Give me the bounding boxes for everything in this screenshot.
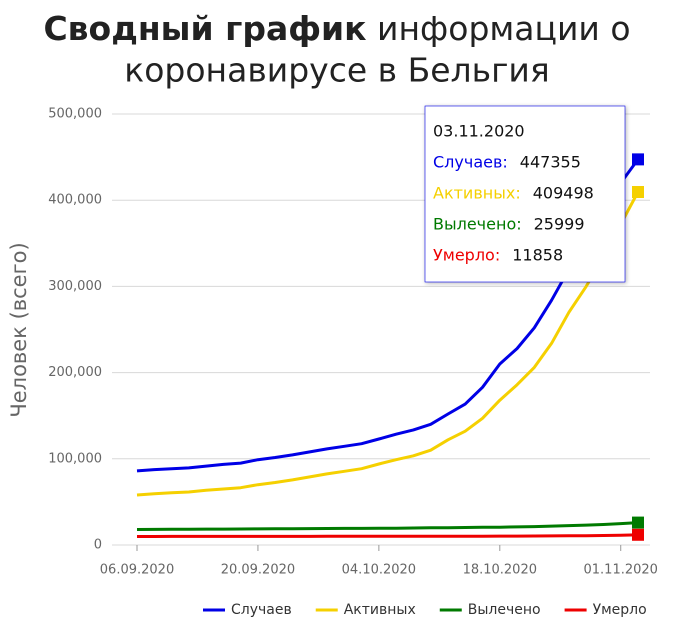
tooltip-label: Активных: (433, 184, 521, 203)
series-line (137, 533, 639, 538)
y-tick-label: 300,000 (48, 279, 102, 294)
tooltip: 03.11.2020 Случаев: 447355 Активных: 409498 В… (424, 105, 626, 283)
y-tick-label: 500,000 (48, 107, 102, 122)
legend-label: Случаев (231, 602, 292, 618)
legend-label: Умерло (593, 602, 647, 618)
x-tick-label: 18.10.2020 (463, 563, 537, 578)
x-tick-label: 20.09.2020 (221, 563, 295, 578)
y-tick-label: 100,000 (48, 451, 102, 466)
end-marker (632, 516, 644, 529)
tooltip-label: Случаев: (433, 153, 508, 172)
y-tick-label: 0 (94, 538, 102, 553)
tooltip-value: 11858 (512, 246, 563, 265)
tooltip-value: 25999 (534, 215, 585, 234)
series-line (136, 158, 640, 473)
end-marker (632, 153, 644, 166)
tooltip-label: Вылечено: (433, 215, 522, 234)
x-tick-label: 06.09.2020 (100, 563, 174, 578)
x-tick-label: 01.11.2020 (584, 563, 658, 578)
end-marker (632, 528, 644, 541)
tooltip-label: Умерло: (433, 246, 500, 265)
title-part: информации о (377, 9, 631, 48)
end-marker (632, 186, 644, 199)
legend-label: Активных (344, 602, 416, 618)
x-tick-label: 04.10.2020 (342, 563, 416, 578)
legend: Случаев Активных Вылечено Умерло (203, 602, 647, 618)
series-line (136, 191, 640, 497)
legend-label: Вылечено (468, 602, 541, 618)
chart-title: коронавирусе в Бельгия (124, 51, 549, 90)
tooltip-value: 447355 (520, 153, 581, 172)
plot: 0 100,000 200,000 300,000 400,000 500,000 06.0… (48, 107, 658, 578)
chart-title: Сводный график информации о (43, 9, 630, 48)
y-tick-label: 200,000 (48, 365, 102, 380)
title-bold: Сводный график (43, 9, 366, 48)
tooltip-box (424, 105, 626, 283)
tooltip-value: 409498 (533, 184, 594, 203)
series-line (136, 521, 639, 531)
tooltip-date: 03.11.2020 (433, 122, 525, 141)
y-tick-label: 400,000 (48, 193, 102, 208)
y-axis-label: Человек (всего) (7, 242, 31, 417)
